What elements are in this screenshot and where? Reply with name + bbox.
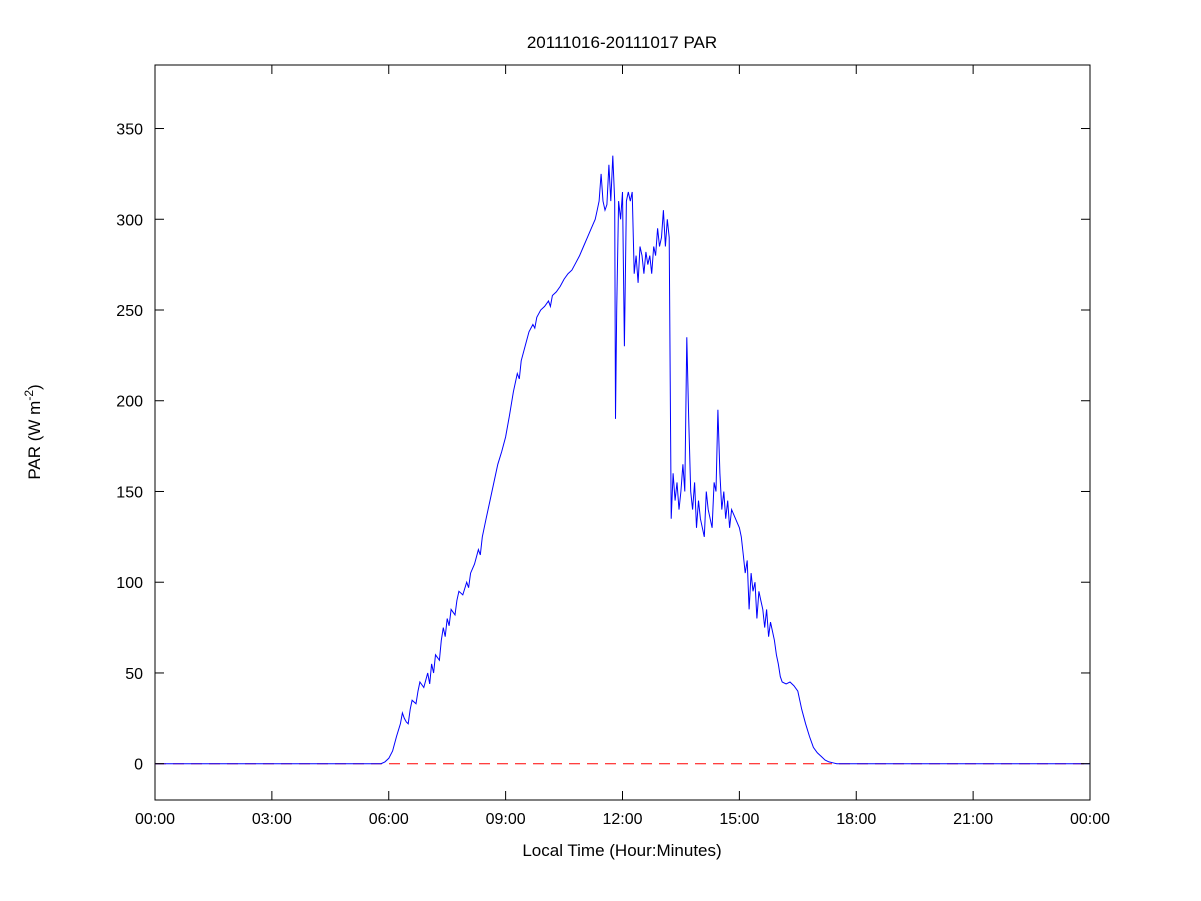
x-tick-label: 12:00 xyxy=(602,811,642,828)
y-tick-label: 350 xyxy=(116,122,143,139)
y-tick-label: 100 xyxy=(116,575,143,592)
plot-area xyxy=(154,64,1091,801)
y-axis-label: PAR (W m-2) xyxy=(22,384,44,479)
chart-title: 20111016-20111017 PAR xyxy=(527,33,717,52)
x-tick-label: 06:00 xyxy=(369,811,409,828)
y-axis-label-prefix: PAR (W m xyxy=(25,401,44,480)
y-tick-label: 200 xyxy=(116,394,143,411)
x-axis-label: Local Time (Hour:Minutes) xyxy=(522,841,721,860)
tick-layer: 00:00 03:00 06:00 09:00 12:00 15:00 18:00 21:00… xyxy=(116,65,1110,828)
y-tick-label: 300 xyxy=(116,212,143,229)
y-tick-label: 50 xyxy=(125,666,143,683)
y-axis-label-suffix: ) xyxy=(25,384,44,390)
x-tick-label: 00:00 xyxy=(135,811,175,828)
y-axis-label-superscript: -2 xyxy=(22,390,36,401)
series-layer xyxy=(155,155,1090,765)
y-tick-label: 250 xyxy=(116,303,143,320)
x-tick-label: 09:00 xyxy=(486,811,526,828)
x-tick-label: 03:00 xyxy=(252,811,292,828)
x-tick-label: 15:00 xyxy=(719,811,759,828)
series-line-par xyxy=(155,155,1090,765)
x-tick-label: 18:00 xyxy=(836,811,876,828)
x-tick-label: 21:00 xyxy=(953,811,993,828)
y-tick-label: 150 xyxy=(116,484,143,501)
y-tick-label: 0 xyxy=(134,757,143,774)
x-tick-label: 00:00 xyxy=(1070,811,1110,828)
